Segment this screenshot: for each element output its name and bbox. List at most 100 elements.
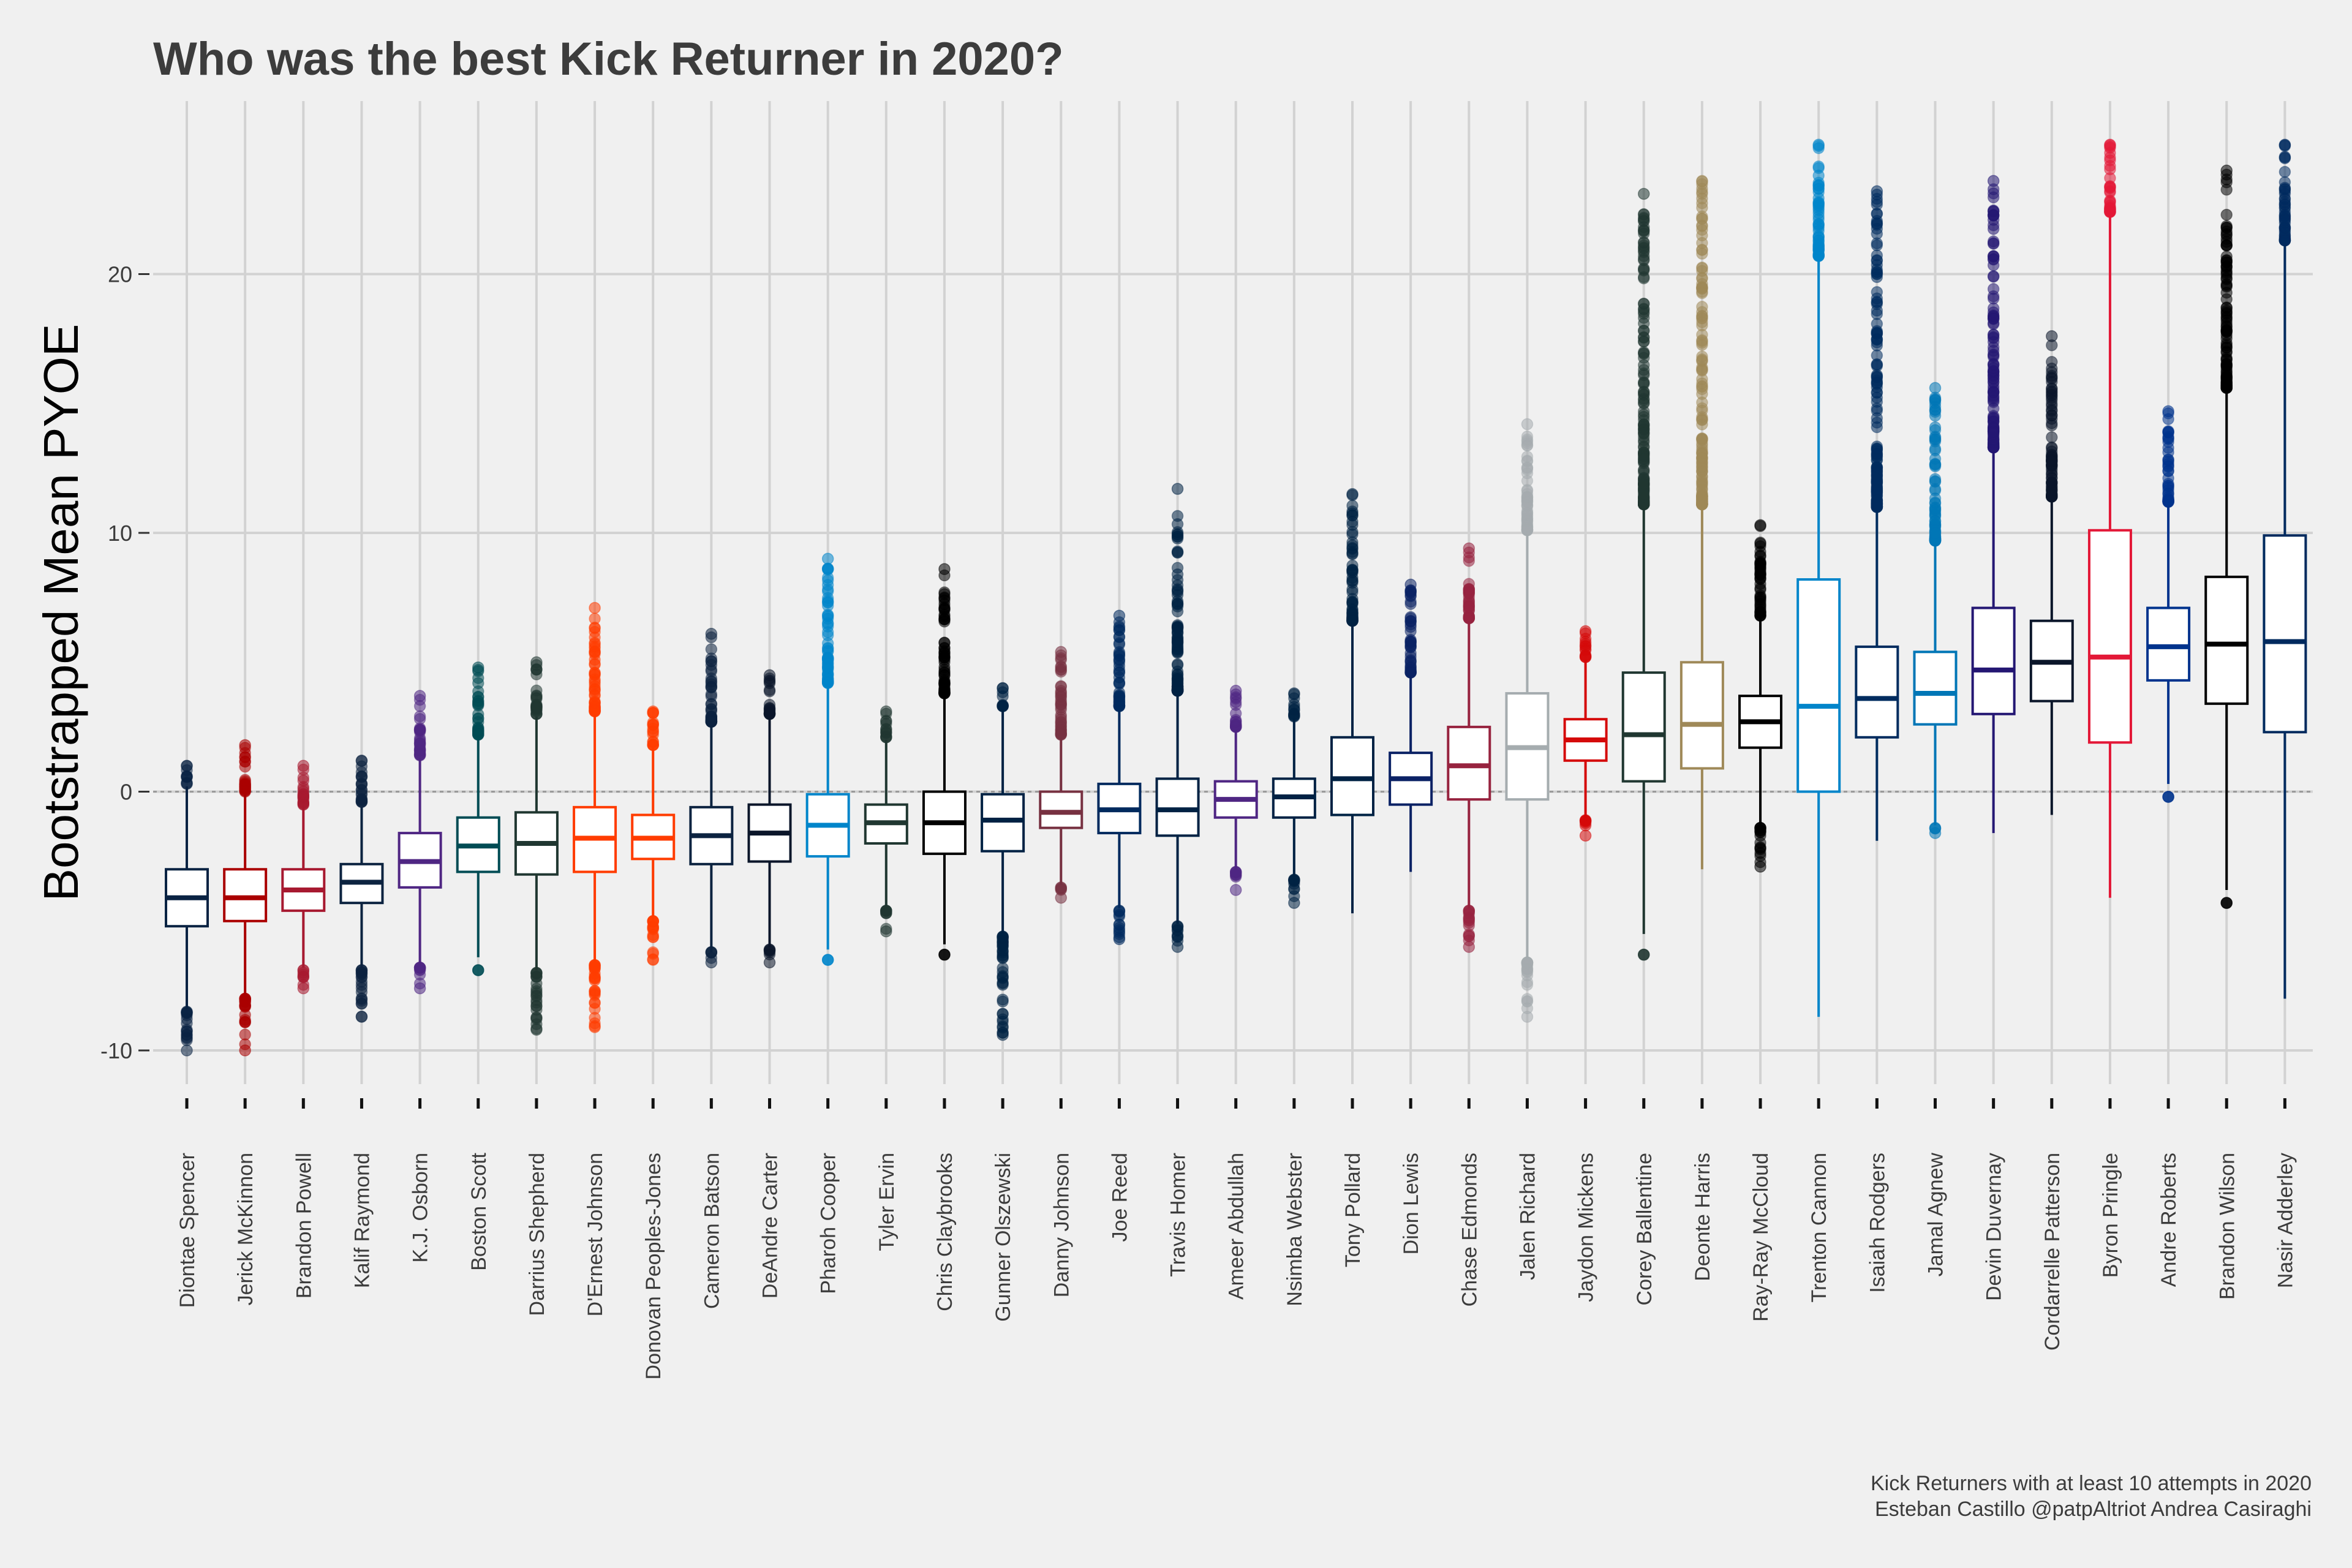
iqr-box <box>1447 725 1491 801</box>
outlier-point <box>1171 930 1184 943</box>
box-group <box>2146 405 2191 803</box>
outlier-point <box>1696 402 1708 415</box>
outlier-point <box>1579 829 1592 842</box>
box-group <box>1330 488 1374 914</box>
box-group <box>1097 609 1142 946</box>
outlier-point <box>1638 389 1650 401</box>
outlier-point <box>2046 489 2058 502</box>
outlier-point <box>1171 483 1184 495</box>
box-group <box>165 760 209 1057</box>
box-group <box>805 552 850 966</box>
outlier-point <box>1579 650 1592 663</box>
outlier-point <box>1113 666 1126 679</box>
outlier-point <box>821 673 834 685</box>
box-group <box>981 682 1025 1041</box>
outlier-point <box>239 1038 251 1050</box>
outlier-point <box>1987 223 2000 235</box>
outlier-point <box>1812 217 1825 230</box>
box-group <box>281 760 326 995</box>
outlier-point <box>1871 292 1883 304</box>
outlier-point <box>2278 140 2291 152</box>
outlier-point <box>1463 604 1476 617</box>
box-group <box>1621 187 1666 961</box>
outlier-point <box>589 960 601 973</box>
box-group <box>2029 330 2074 815</box>
outlier-point <box>1754 572 1766 585</box>
outlier-point <box>705 946 718 959</box>
axes: -10 0 10 20 Diontae Spencer Jerick McKinnon Br… <box>100 262 2297 1380</box>
x-tick-label: Joe Reed <box>1108 1153 1131 1242</box>
outlier-point <box>1055 685 1067 697</box>
outlier-point <box>2278 165 2291 178</box>
outlier-point <box>1229 716 1242 728</box>
outlier-point <box>938 588 951 600</box>
outlier-point <box>2162 464 2174 477</box>
outlier-point <box>1463 913 1476 926</box>
outlier-point <box>1171 684 1184 696</box>
outlier-point <box>1171 546 1184 559</box>
outlier-point <box>2162 791 2174 803</box>
outlier-point <box>1229 884 1242 896</box>
outlier-point <box>355 1010 368 1023</box>
outlier-point <box>1871 266 1883 279</box>
outlier-point <box>2162 426 2174 438</box>
outlier-point <box>1871 447 1883 460</box>
outlier-point <box>1463 930 1476 943</box>
x-tick-label: Byron Pringle <box>2099 1153 2122 1278</box>
box-group <box>747 669 792 969</box>
outlier-point <box>589 677 601 690</box>
outlier-point <box>355 982 368 994</box>
y-tick-label: 20 <box>108 262 132 287</box>
outlier-point <box>1987 253 2000 265</box>
outlier-point <box>1696 213 1708 225</box>
outlier-point <box>472 712 484 725</box>
x-tick-label: Travis Homer <box>1167 1153 1190 1277</box>
outlier-point <box>472 728 484 741</box>
outlier-point <box>1871 473 1883 486</box>
outlier-point <box>530 1003 543 1016</box>
outlier-point <box>1812 140 1825 153</box>
outlier-point <box>1171 920 1184 933</box>
box-group <box>223 739 268 1057</box>
outlier-point <box>1754 595 1766 608</box>
outlier-point <box>2278 151 2291 163</box>
outlier-point <box>1929 433 1942 445</box>
outlier-point <box>2046 431 2058 443</box>
outlier-point <box>1171 625 1184 638</box>
outlier-point <box>1754 843 1766 856</box>
iqr-box <box>1796 578 1841 793</box>
outlier-point <box>1171 530 1184 543</box>
caption-line-2: Esteban Castillo @patpAltriot Andrea Cas… <box>1875 1498 2312 1521</box>
box-group <box>398 690 442 995</box>
x-tick-label: Jaydon Mickens <box>1575 1153 1598 1302</box>
outlier-point <box>1521 455 1534 467</box>
outlier-point <box>1754 550 1766 563</box>
x-tick-label: Dion Lewis <box>1400 1153 1423 1254</box>
outlier-point <box>2046 339 2058 352</box>
outlier-point <box>1696 498 1708 511</box>
outlier-point <box>2046 419 2058 432</box>
y-tick-label: 10 <box>108 521 132 546</box>
outlier-point <box>1812 162 1825 175</box>
outlier-point <box>1346 516 1359 528</box>
outlier-point <box>1929 502 1942 514</box>
outlier-point <box>1754 520 1766 532</box>
outlier-point <box>530 702 543 714</box>
caption-line-1: Kick Returners with at least 10 attempts… <box>1871 1472 2312 1495</box>
outlier-point <box>2220 281 2233 293</box>
x-tick-label: Diontae Spencer <box>176 1153 199 1308</box>
box-group <box>689 628 734 969</box>
outlier-point <box>1638 948 1650 961</box>
outlier-point <box>1696 301 1708 313</box>
outlier-point <box>589 1017 601 1030</box>
outlier-point <box>1113 697 1126 709</box>
outlier-point <box>1638 409 1650 421</box>
x-tick-label: Gunner Olszewski <box>992 1153 1015 1322</box>
outlier-point <box>1055 881 1067 894</box>
outlier-point <box>1696 247 1708 260</box>
box-group <box>2204 164 2249 909</box>
outlier-point <box>1987 312 2000 325</box>
outlier-point <box>1055 660 1067 673</box>
outlier-point <box>1929 527 1942 540</box>
